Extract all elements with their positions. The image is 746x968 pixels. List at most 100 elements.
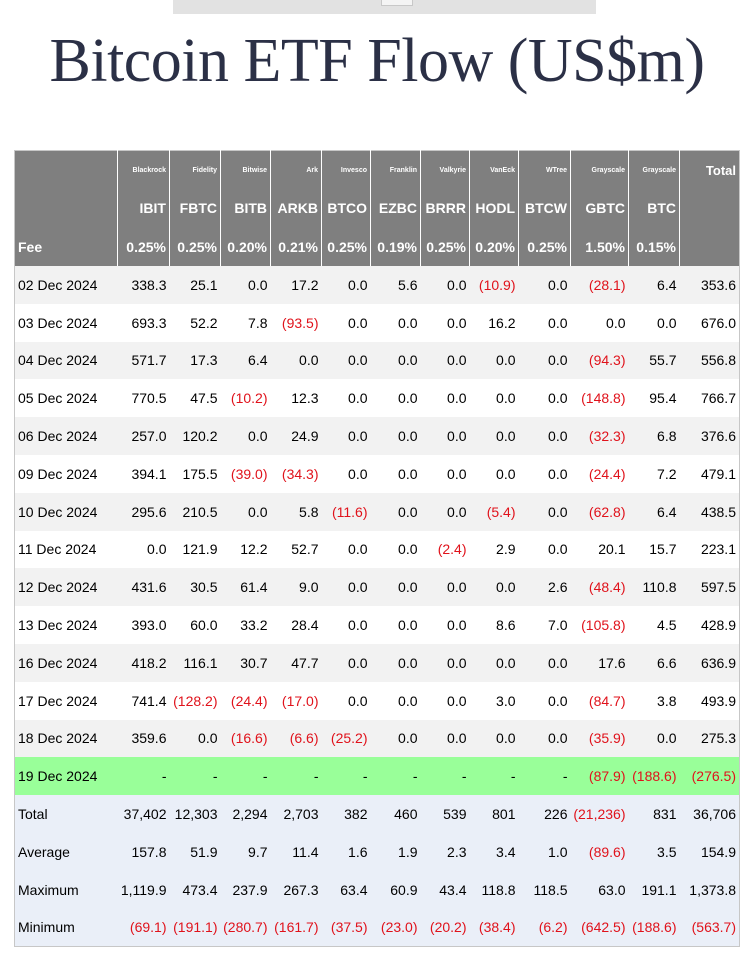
flow-value: 0.0 bbox=[370, 417, 421, 455]
flow-value: 0.0 bbox=[220, 417, 271, 455]
fee-header-cell: 0.25% bbox=[117, 227, 170, 266]
flow-value: (280.7) bbox=[220, 908, 271, 947]
flow-value: 47.5 bbox=[190, 390, 218, 407]
flow-value: (62.8) bbox=[570, 492, 629, 531]
flow-value: 120.2 bbox=[169, 417, 221, 455]
row-label: 16 Dec 2024 bbox=[14, 643, 118, 682]
flow-value: 0.0 bbox=[420, 643, 470, 682]
flow-value: 0.0 bbox=[348, 390, 368, 407]
flow-value: 0.0 bbox=[447, 465, 467, 482]
row-label: 18 Dec 2024 bbox=[14, 719, 118, 758]
flow-value: (188.6) bbox=[628, 908, 680, 947]
flow-value: (34.3) bbox=[281, 465, 319, 482]
flow-value: 0.0 bbox=[518, 719, 571, 758]
flow-value: 257.0 bbox=[117, 417, 170, 455]
flow-value: 191.1 bbox=[628, 870, 680, 909]
flow-value: 116.1 bbox=[169, 643, 221, 682]
issuer-header-cell: Bitwise bbox=[220, 150, 271, 189]
flow-value: 6.4 bbox=[628, 266, 680, 304]
flow-value: 15.7 bbox=[649, 541, 677, 558]
flow-value: (89.6) bbox=[570, 832, 629, 871]
row-label: Average bbox=[14, 832, 118, 871]
table-row: 11 Dec 2024 0.0 121.9 12.2 52.7 0.0 0.0 (2.4) 2.… bbox=[15, 531, 740, 569]
flow-value: 0.0 bbox=[548, 465, 568, 482]
flow-value: 0.0 bbox=[548, 390, 568, 407]
flow-value: 479.1 bbox=[700, 465, 736, 482]
row-label: 12 Dec 2024 bbox=[14, 568, 118, 607]
flow-value: 118.8 bbox=[469, 870, 519, 909]
ticker-header-cell: GBTC bbox=[570, 189, 629, 227]
scroll-handle[interactable] bbox=[381, 0, 413, 6]
flow-value: 636.9 bbox=[679, 643, 740, 682]
flow-value: 2,703 bbox=[270, 795, 322, 833]
flow-value: - bbox=[420, 757, 470, 796]
flow-value: 0.0 bbox=[496, 465, 516, 482]
fee-header-cell bbox=[679, 227, 740, 266]
flow-value: - bbox=[518, 757, 571, 796]
flow-value: (94.3) bbox=[570, 341, 629, 380]
flow-value: 5.6 bbox=[370, 266, 421, 304]
flow-value: - bbox=[117, 757, 170, 796]
flow-value: 6.8 bbox=[628, 417, 680, 455]
flow-value: 831 bbox=[628, 795, 680, 833]
fee-header-cell: 0.25% bbox=[321, 227, 371, 266]
flow-value: 0.0 bbox=[420, 719, 470, 758]
row-label: 03 Dec 2024 bbox=[18, 314, 98, 331]
issuer-header-cell: Total bbox=[679, 150, 740, 189]
fee-header-cell: 0.20% bbox=[220, 227, 271, 266]
flow-value: 2.6 bbox=[518, 568, 571, 607]
flow-value: 0.0 bbox=[370, 643, 421, 682]
ticker-header-cell: HODL bbox=[469, 189, 519, 227]
summary-row: Average 157.8 51.9 9.7 11.4 1.6 1.9 2.3 3.4 1.0 (8… bbox=[14, 832, 740, 871]
table-row: 06 Dec 2024 257.0 120.2 0.0 24.9 0.0 0.0 0.0 0.0… bbox=[14, 417, 740, 455]
flow-value: 1.6 bbox=[321, 832, 371, 871]
flow-value: 338.3 bbox=[117, 266, 170, 304]
flow-value: 493.9 bbox=[700, 692, 736, 709]
flow-value: 226 bbox=[518, 795, 571, 833]
flow-value: 118.5 bbox=[518, 870, 571, 909]
row-label: Maximum bbox=[14, 870, 118, 909]
flow-value: 12.3 bbox=[291, 390, 319, 407]
issuer-header-cell: Fidelity bbox=[169, 150, 221, 189]
flow-value: 0.0 bbox=[398, 692, 418, 709]
flow-value: 770.5 bbox=[131, 390, 167, 407]
flow-value: 210.5 bbox=[169, 492, 221, 531]
flow-value: - bbox=[370, 757, 421, 796]
flow-value: 741.4 bbox=[131, 692, 167, 709]
flow-value: 0.0 bbox=[420, 341, 470, 380]
flow-value: 2,294 bbox=[220, 795, 271, 833]
flow-value: 175.5 bbox=[182, 465, 218, 482]
flow-value: 0.0 bbox=[370, 341, 421, 380]
issuer-header-cell: Valkyrie bbox=[420, 150, 470, 189]
flow-value: 0.0 bbox=[220, 266, 271, 304]
flow-value: 0.0 bbox=[398, 617, 418, 634]
flow-value: 0.0 bbox=[606, 314, 626, 331]
fee-header-cell: 0.15% bbox=[628, 227, 680, 266]
fee-header-cell: Fee bbox=[14, 227, 118, 266]
flow-value: 0.0 bbox=[447, 314, 467, 331]
flow-value: 0.0 bbox=[321, 568, 371, 607]
summary-row: Maximum 1,119.9 473.4 237.9 267.3 63.4 60.9 43.… bbox=[14, 870, 740, 909]
flow-value: 0.0 bbox=[447, 390, 467, 407]
flow-value: (93.5) bbox=[281, 314, 319, 331]
row-label: 09 Dec 2024 bbox=[18, 465, 98, 482]
table-row: 10 Dec 2024 295.6 210.5 0.0 5.8 (11.6) 0.0 0.0(… bbox=[14, 492, 740, 531]
flow-value: 60.0 bbox=[190, 617, 218, 634]
issuer-header-cell: Grayscale bbox=[570, 150, 629, 189]
flow-value: 0.0 bbox=[398, 465, 418, 482]
flow-value: (563.7) bbox=[679, 908, 740, 947]
flow-value: 0.0 bbox=[398, 541, 418, 558]
flow-value: 431.6 bbox=[117, 568, 170, 607]
flow-value: 693.3 bbox=[131, 314, 167, 331]
flow-value: (188.6) bbox=[628, 757, 680, 796]
flow-value: 0.0 bbox=[348, 314, 368, 331]
row-label: Total bbox=[14, 795, 118, 833]
flow-value: 267.3 bbox=[270, 870, 322, 909]
flow-value: 237.9 bbox=[220, 870, 271, 909]
flow-value: (21,236) bbox=[570, 795, 629, 833]
ticker-header-cell: BTCO bbox=[321, 189, 371, 227]
flow-value: 63.0 bbox=[570, 870, 629, 909]
ticker-header-cell: ARKB bbox=[270, 189, 322, 227]
issuer-header-cell bbox=[14, 150, 118, 189]
table-row: 05 Dec 2024 770.5 47.5 (10.2) 12.3 0.0 0.0 0.0 0… bbox=[15, 379, 740, 417]
